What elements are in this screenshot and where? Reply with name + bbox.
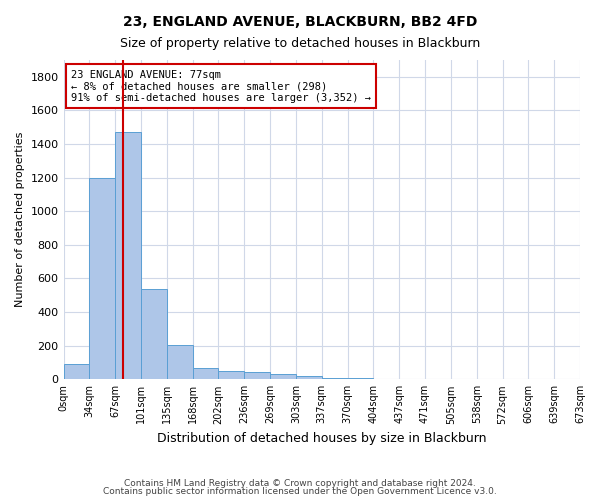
Text: 23, ENGLAND AVENUE, BLACKBURN, BB2 4FD: 23, ENGLAND AVENUE, BLACKBURN, BB2 4FD <box>123 15 477 29</box>
Bar <box>89 178 115 380</box>
Text: Contains HM Land Registry data © Crown copyright and database right 2024.: Contains HM Land Registry data © Crown c… <box>124 478 476 488</box>
Bar <box>347 378 373 380</box>
Bar <box>296 376 322 380</box>
Bar <box>141 288 167 380</box>
Text: 23 ENGLAND AVENUE: 77sqm
← 8% of detached houses are smaller (298)
91% of semi-d: 23 ENGLAND AVENUE: 77sqm ← 8% of detache… <box>71 70 371 103</box>
Text: Contains public sector information licensed under the Open Government Licence v3: Contains public sector information licen… <box>103 487 497 496</box>
Bar <box>218 371 244 380</box>
Bar <box>322 378 347 380</box>
Bar <box>115 132 141 380</box>
Bar <box>244 372 270 380</box>
Bar <box>193 368 218 380</box>
Text: Size of property relative to detached houses in Blackburn: Size of property relative to detached ho… <box>120 38 480 51</box>
Bar <box>270 374 296 380</box>
Bar <box>64 364 89 380</box>
Bar <box>167 345 193 380</box>
X-axis label: Distribution of detached houses by size in Blackburn: Distribution of detached houses by size … <box>157 432 487 445</box>
Y-axis label: Number of detached properties: Number of detached properties <box>15 132 25 308</box>
